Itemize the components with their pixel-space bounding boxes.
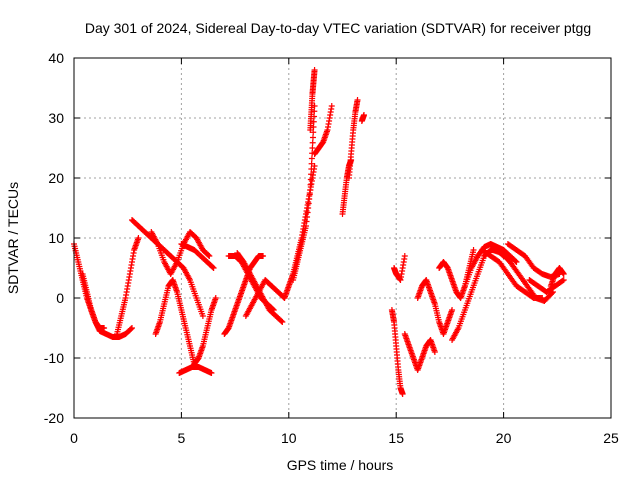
data-point [308,166,315,172]
data-point [512,258,519,265]
data-point [260,253,267,259]
data-point [199,313,206,319]
series-arc23 [401,331,438,373]
series-arc5 [148,229,213,277]
data-point [278,318,285,325]
series-arc2 [79,271,135,340]
data-point [307,176,314,183]
series-arc9 [191,295,219,367]
data-point [210,265,217,271]
data-point [560,271,567,277]
x-tick-label: 0 [70,430,78,446]
series-arc17 [311,103,335,157]
data-point [401,253,408,259]
data-point [209,264,216,271]
data-point [208,370,215,376]
data-point [128,325,135,332]
data-point [354,97,361,103]
series-arc6 [152,277,198,367]
x-tick-label: 10 [281,430,297,446]
data-point [308,155,315,162]
data-point [470,247,477,253]
data-point [279,319,286,325]
y-tick-label: 30 [48,110,64,126]
data-point [308,171,315,178]
data-point [135,235,142,241]
x-tick-label: 25 [603,430,619,446]
data-point [360,112,367,118]
x-axis-label: GPS time / hours [287,457,394,473]
y-tick-label: 10 [48,230,64,246]
y-tick-label: 0 [56,290,64,306]
y-tick-label: -20 [44,410,64,426]
data-point [559,277,566,284]
series-arc12 [234,250,286,325]
series-arc21 [388,307,406,397]
data-point [307,187,314,193]
y-axis-ticks: -20 -10 0 10 20 30 40 [44,50,611,426]
data-point [399,391,406,397]
x-tick-label: 20 [496,430,512,446]
series-arc15 [290,103,318,283]
data-point [309,139,316,146]
series-arc3 [113,235,142,337]
y-tick-label: 20 [48,170,64,186]
data-point [309,145,316,151]
series-arc24 [414,277,456,337]
data-point [431,349,438,355]
series-arc22 [391,253,408,283]
x-tick-label: 15 [388,430,404,446]
series-arc30 [504,241,563,280]
data-point [128,325,135,331]
series-arc7 [178,241,217,271]
series-arc8 [176,364,215,376]
data-point [311,67,318,73]
y-tick-label: -10 [44,350,64,366]
data-point [206,253,213,259]
data-point [449,307,456,313]
series-arc32 [547,265,567,289]
plot-frame [73,57,612,419]
series-arc19 [345,97,361,181]
data-point [308,160,315,167]
x-axis-ticks: 0 5 10 15 20 25 [70,58,619,446]
chart-title: Day 301 of 2024, Sidereal Day-to-day VTE… [85,20,591,36]
grid-lines [74,58,611,418]
data-point [310,118,317,125]
x-tick-label: 5 [178,430,186,446]
series-arc29 [489,247,557,304]
series-arc16 [307,67,318,133]
data-points [71,67,567,397]
series-arc20 [358,112,367,124]
series-arc1 [71,241,108,331]
data-point [307,181,314,188]
data-point [212,295,219,301]
data-point [513,259,520,265]
data-point [560,277,567,283]
data-point [328,103,335,109]
y-tick-label: 40 [48,50,64,66]
series-arc14 [281,163,318,301]
y-axis-label: SDTVAR / TECUs [5,182,21,294]
data-point [309,134,316,141]
data-point [205,252,212,259]
